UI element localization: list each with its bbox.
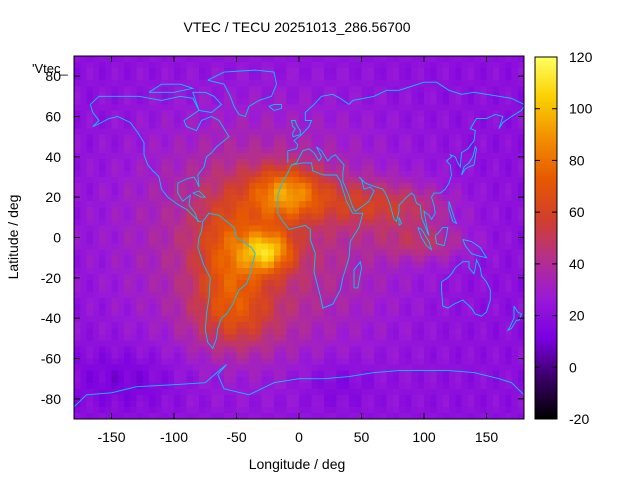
coastline-greenland [207, 69, 277, 118]
coastline-baffin [192, 91, 223, 113]
coastline-mediterranean [291, 146, 345, 174]
y-tick-label: 0 [53, 230, 61, 246]
coastline-south-america [197, 212, 256, 350]
y-tick-label: 60 [45, 109, 61, 125]
series-key-label: 'Vtec_ [32, 61, 68, 76]
y-tick-label: -20 [41, 270, 61, 286]
coastline-europe [287, 81, 525, 163]
coastline-new-guinea [462, 239, 488, 259]
y-tick-label: -80 [41, 391, 61, 407]
y-tick-label: -60 [41, 351, 61, 367]
coastline-africa [277, 162, 364, 309]
y-axis-label: Latitude / deg [5, 195, 21, 280]
x-tick-label: 150 [475, 429, 499, 445]
colorbar-tick-label: 40 [569, 256, 585, 272]
vtec-heatmap [74, 56, 524, 419]
x-tick-label: 50 [354, 429, 370, 445]
x-axis-label: Longitude / deg [249, 456, 346, 472]
coastline-overlay [73, 69, 525, 408]
y-axis: -80 -60 -40 -20 0 20 40 60 80 [41, 68, 524, 407]
coastline-canadian-arctic [148, 83, 195, 93]
colorbar-tick-label: -20 [569, 411, 589, 427]
x-tick-label: 100 [412, 429, 436, 445]
coastline-philippines [448, 201, 458, 225]
coastline-sri-lanka [398, 217, 403, 226]
coastline-uk [290, 120, 301, 138]
colorbar-tick-label: 80 [569, 152, 585, 168]
coastline-new-zealand [506, 305, 523, 332]
coastline-australia [441, 258, 491, 317]
x-tick-label: 0 [295, 429, 303, 445]
colorbar-tick-label: 0 [569, 359, 577, 375]
coastline-sumatra [417, 227, 433, 251]
coastline-asia-south [342, 106, 525, 236]
colorbar-tick-label: 120 [569, 49, 593, 65]
heatmap-plot [73, 55, 525, 420]
colorbar: -20 0 20 40 60 80 100 120 [534, 49, 593, 427]
colorbar-gradient [535, 57, 557, 419]
colorbar-ticks: -20 0 20 40 60 80 100 120 [535, 49, 593, 427]
y-tick-label: 40 [45, 149, 61, 165]
x-axis: -150 -100 -50 0 50 100 150 [97, 56, 498, 445]
x-tick-label: -100 [160, 429, 188, 445]
coastline-cuba [192, 190, 207, 198]
x-tick-label: -150 [97, 429, 125, 445]
coastline-japan [461, 145, 477, 176]
chart-title: VTEC / TECU 20251013_286.56700 [183, 19, 410, 35]
coastline-north-america [89, 95, 230, 222]
colorbar-tick-label: 100 [569, 101, 593, 117]
colorbar-frame [534, 56, 558, 420]
coastline-madagascar [353, 260, 362, 289]
colorbar-tick-label: 60 [569, 204, 585, 220]
coastline-iceland [268, 103, 282, 111]
y-tick-label: 20 [45, 189, 61, 205]
y-tick-label: -40 [41, 310, 61, 326]
x-tick-label: -50 [226, 429, 246, 445]
coastline-borneo [434, 226, 449, 247]
colorbar-tick-label: 20 [569, 308, 585, 324]
y-tick-label: 80 [45, 68, 61, 84]
coastline-antarctica [73, 364, 525, 408]
